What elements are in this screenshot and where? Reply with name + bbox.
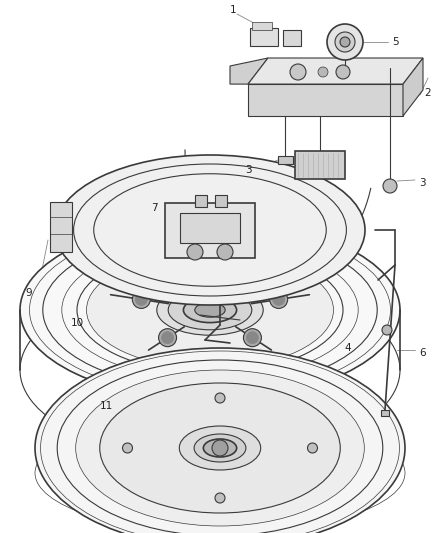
Text: 5: 5 [392, 37, 399, 47]
Text: 1: 1 [230, 5, 237, 15]
Text: 10: 10 [71, 318, 84, 328]
Circle shape [204, 270, 216, 282]
Circle shape [382, 325, 392, 335]
Circle shape [132, 290, 150, 309]
Ellipse shape [168, 290, 252, 330]
Ellipse shape [157, 285, 263, 335]
Ellipse shape [194, 434, 246, 462]
Text: 9: 9 [25, 288, 32, 298]
Polygon shape [230, 58, 268, 84]
Circle shape [270, 290, 288, 309]
Bar [252, 22, 272, 30]
Polygon shape [248, 84, 403, 116]
Ellipse shape [100, 383, 340, 513]
Bar [180, 213, 240, 243]
Bar [278, 156, 293, 164]
Circle shape [336, 65, 350, 79]
Text: 3: 3 [245, 165, 252, 175]
Bar [250, 28, 278, 46]
Ellipse shape [86, 252, 333, 368]
Ellipse shape [184, 297, 237, 322]
Polygon shape [403, 58, 423, 116]
Ellipse shape [203, 439, 237, 457]
Bar [295, 151, 345, 179]
Circle shape [318, 67, 328, 77]
Circle shape [340, 37, 350, 47]
Circle shape [290, 64, 306, 80]
Bar [283, 30, 301, 46]
Ellipse shape [20, 220, 400, 400]
Text: 11: 11 [100, 401, 113, 411]
Polygon shape [248, 58, 423, 84]
Circle shape [383, 179, 397, 193]
Circle shape [201, 267, 219, 285]
Circle shape [244, 329, 261, 346]
Bar [215, 195, 227, 207]
Circle shape [247, 332, 258, 344]
Circle shape [159, 329, 177, 346]
Bar [165, 203, 255, 258]
Text: 6: 6 [419, 348, 426, 358]
Circle shape [123, 443, 133, 453]
Ellipse shape [35, 348, 405, 533]
Ellipse shape [179, 426, 261, 470]
Circle shape [327, 24, 363, 60]
Circle shape [217, 244, 233, 260]
Ellipse shape [55, 155, 365, 305]
Circle shape [187, 244, 203, 260]
Bar [381, 410, 389, 416]
Ellipse shape [195, 303, 225, 317]
Text: 3: 3 [419, 178, 426, 188]
Text: 2: 2 [424, 88, 431, 98]
Circle shape [212, 440, 228, 456]
Circle shape [215, 493, 225, 503]
Circle shape [135, 294, 147, 305]
Circle shape [307, 443, 318, 453]
Text: 7: 7 [152, 203, 158, 213]
Bar [195, 195, 207, 207]
Circle shape [335, 32, 355, 52]
Bar [50, 202, 72, 252]
Ellipse shape [76, 370, 364, 526]
Text: 4: 4 [344, 343, 351, 353]
Circle shape [162, 332, 173, 344]
Circle shape [215, 393, 225, 403]
Circle shape [273, 294, 285, 305]
